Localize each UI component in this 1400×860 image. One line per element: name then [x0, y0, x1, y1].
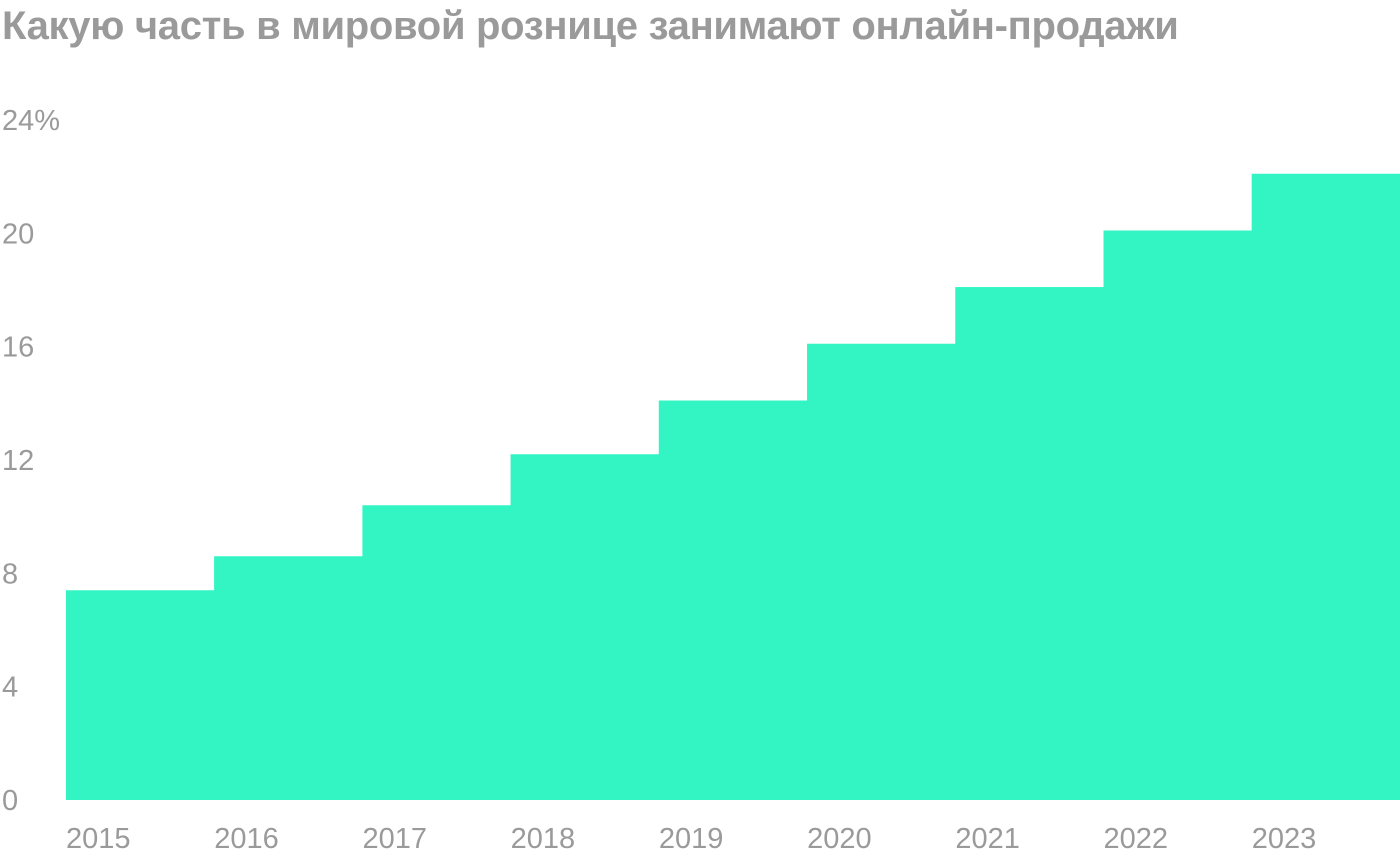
- y-tick-label: 8: [2, 558, 18, 590]
- chart-title: Какую часть в мировой рознице занимают о…: [2, 4, 1179, 48]
- y-tick-label: 0: [2, 785, 18, 817]
- x-tick-label: 2022: [1104, 823, 1169, 855]
- area-step-2017: [362, 505, 512, 800]
- area-layer: [66, 173, 1400, 801]
- area-step-2015: [66, 590, 215, 800]
- area-step-2023: [1251, 173, 1400, 801]
- y-tick-label: 16: [2, 332, 34, 364]
- x-tick-label: 2015: [66, 823, 131, 855]
- x-tick-label: 2016: [214, 823, 279, 855]
- x-tick-label: 2023: [1252, 823, 1317, 855]
- x-tick-label: 2021: [955, 823, 1020, 855]
- area-step-2018: [510, 454, 660, 800]
- x-tick-label: 2018: [511, 823, 576, 855]
- area-step-2019: [658, 400, 808, 800]
- area-step-2020: [807, 343, 956, 800]
- x-axis: 2015 2016 2017 2018 2019 2020 2021 2022 2023: [66, 823, 1316, 855]
- area-step-2021: [955, 287, 1105, 801]
- area-step-2022: [1103, 230, 1253, 800]
- y-tick-label: 20: [2, 218, 34, 250]
- x-tick-label: 2019: [659, 823, 724, 855]
- y-axis: 0 4 8 12 16 20 24%: [2, 105, 60, 817]
- y-tick-label: 12: [2, 445, 34, 477]
- x-tick-label: 2020: [807, 823, 872, 855]
- y-tick-label: 24%: [2, 105, 60, 137]
- y-tick-label: 4: [2, 672, 18, 704]
- x-tick-label: 2017: [362, 823, 427, 855]
- area-step-2016: [214, 556, 364, 800]
